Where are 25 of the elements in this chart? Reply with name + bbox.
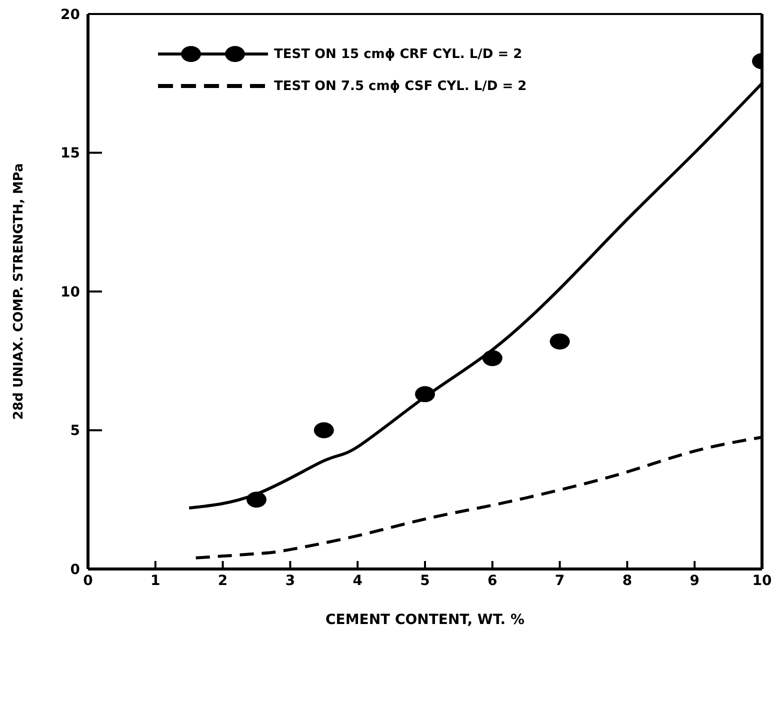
y-tick-label: 20 <box>60 6 80 23</box>
x-axis-title: CEMENT CONTENT, WT. % <box>325 612 525 628</box>
legend-label: TEST ON 15 cmϕ CRF CYL. L/D = 2 <box>274 46 522 62</box>
x-tick-label: 9 <box>690 572 700 589</box>
legend-label: TEST ON 7.5 cmϕ CSF CYL. L/D = 2 <box>274 78 527 94</box>
point <box>415 386 435 402</box>
x-tick-label: 10 <box>752 572 772 589</box>
point <box>550 333 570 350</box>
x-tick-label: 1 <box>150 572 160 589</box>
point <box>482 350 502 366</box>
x-tick-label: 0 <box>83 572 94 589</box>
x-tick-label: 2 <box>218 572 228 589</box>
x-tick-label: 7 <box>554 572 565 589</box>
x-tick-label: 4 <box>352 572 363 589</box>
point <box>314 422 334 438</box>
x-tick-label: 3 <box>285 572 296 589</box>
x-tick-label: 6 <box>488 572 498 589</box>
y-tick-label: 0 <box>70 562 80 578</box>
x-tick-label: 8 <box>622 572 632 589</box>
y-tick-label: 5 <box>70 423 80 440</box>
point <box>246 492 266 508</box>
y-axis-title: 28d UNIAX. COMP. STRENGTH, MPa <box>12 163 27 420</box>
y-tick-label: 15 <box>60 146 80 162</box>
x-tick-label: 5 <box>420 572 430 589</box>
y-tick-label: 10 <box>60 284 80 300</box>
